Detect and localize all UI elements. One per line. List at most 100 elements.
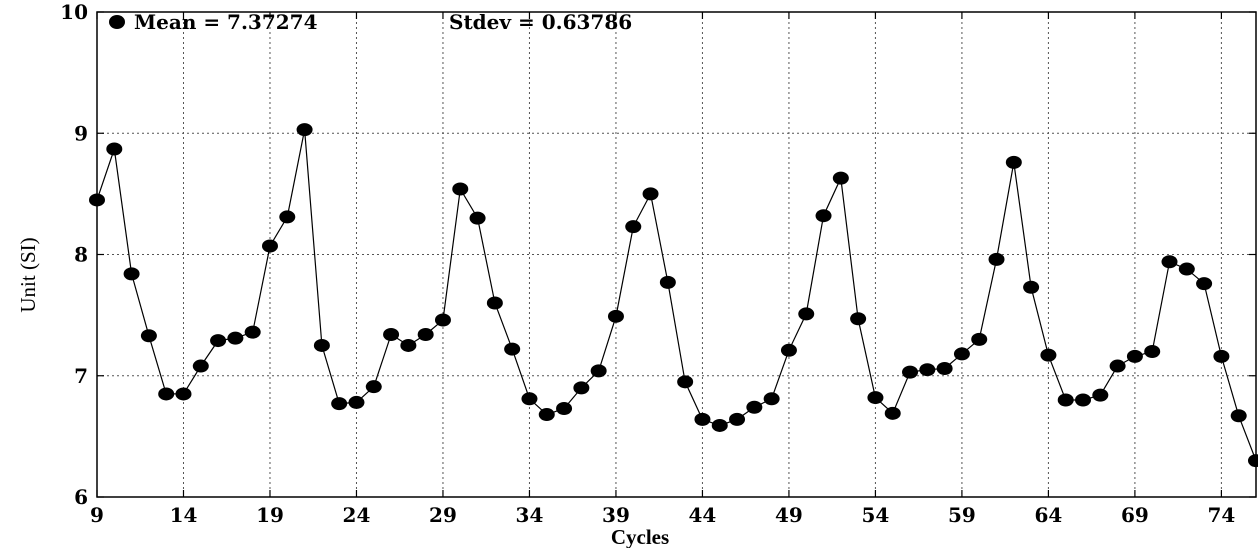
data-point (867, 391, 884, 405)
axis-ticks (96, 11, 1256, 498)
data-point (261, 239, 278, 253)
data-point (1057, 393, 1074, 407)
x-tick-label: 44 (689, 503, 717, 527)
data-point (434, 313, 451, 327)
data-point (746, 400, 763, 414)
data-point (452, 182, 469, 196)
data-point (1248, 454, 1258, 468)
data-point (504, 342, 521, 356)
data-point (383, 328, 400, 342)
data-point (711, 418, 728, 432)
data-point (832, 171, 849, 185)
data-point (469, 211, 486, 225)
data-point (798, 307, 815, 321)
data-point (1126, 349, 1143, 363)
data-point (1040, 348, 1057, 362)
x-tick-label: 24 (343, 503, 371, 527)
x-tick-label: 29 (429, 503, 457, 527)
data-point (106, 142, 123, 156)
data-point (850, 312, 867, 326)
x-axis-label: Cycles (611, 525, 669, 548)
x-tick-label: 39 (602, 503, 630, 527)
data-point (1144, 345, 1161, 358)
data-point (573, 381, 590, 395)
data-point (1213, 349, 1230, 363)
data-point (919, 363, 936, 377)
x-tick-label: 34 (516, 503, 544, 527)
y-axis-label: Unit (SI) (16, 237, 40, 312)
x-tick-label: 74 (1207, 503, 1235, 527)
data-point (1109, 359, 1126, 373)
data-point (244, 325, 261, 339)
y-tick-label: 9 (74, 121, 88, 145)
data-point (971, 332, 988, 346)
data-point (607, 309, 624, 323)
data-point (175, 387, 192, 401)
data-point (988, 252, 1005, 266)
grid-lines (97, 12, 1256, 497)
mean-annotation: Mean = 7.37274 (134, 10, 318, 34)
data-point (538, 408, 555, 422)
y-tick-label: 8 (74, 243, 88, 267)
series-line (96, 129, 1257, 461)
x-tick-label: 9 (90, 503, 104, 527)
y-tick-label: 10 (60, 0, 88, 24)
data-point (953, 347, 970, 361)
x-tick-label: 54 (862, 503, 890, 527)
data-point (659, 275, 676, 289)
x-tick-label: 64 (1034, 503, 1062, 527)
x-tick-label: 19 (256, 503, 284, 527)
data-point (1178, 262, 1195, 276)
data-point (590, 364, 607, 378)
y-axis-tick-labels: 6 7 8 9 10 (60, 0, 88, 509)
data-point (556, 401, 573, 415)
data-point (192, 359, 209, 373)
data-point (1161, 255, 1178, 269)
data-point (279, 210, 296, 224)
x-tick-label: 69 (1121, 503, 1149, 527)
data-point (694, 412, 711, 426)
data-point (140, 329, 157, 343)
data-point (1196, 277, 1213, 291)
data-point (210, 334, 227, 348)
data-point (331, 397, 348, 411)
data-point (677, 375, 694, 389)
data-point (313, 338, 330, 352)
data-point (729, 412, 746, 426)
x-tick-label: 59 (948, 503, 976, 527)
data-point (158, 387, 175, 401)
x-axis-tick-labels: 9 14 19 24 29 34 39 44 49 54 59 64 69 74 (90, 503, 1235, 527)
data-point (227, 331, 244, 345)
data-point (884, 406, 901, 420)
data-point (365, 380, 382, 394)
data-point (296, 123, 313, 137)
data-point (1023, 280, 1040, 294)
y-tick-label: 6 (74, 485, 88, 509)
data-point (1005, 155, 1022, 169)
data-point (1092, 388, 1109, 402)
data-point (521, 392, 538, 406)
data-point (486, 296, 503, 310)
data-point (780, 343, 797, 357)
data-point (625, 220, 642, 234)
series-markers (89, 123, 1258, 468)
legend: Mean = 7.37274 Stdev = 0.63786 (109, 10, 632, 34)
x-tick-label: 14 (170, 503, 198, 527)
data-point (89, 193, 105, 207)
data-point (348, 395, 365, 409)
stdev-annotation: Stdev = 0.63786 (449, 10, 632, 34)
data-point (763, 392, 780, 406)
legend-marker (109, 15, 125, 29)
data-point (1075, 393, 1092, 407)
x-tick-label: 49 (775, 503, 803, 527)
data-point (123, 267, 140, 281)
data-point (902, 365, 919, 379)
data-point (400, 338, 417, 352)
data-point (815, 209, 832, 223)
data-point (936, 361, 953, 375)
data-point (1230, 409, 1247, 423)
y-tick-label: 7 (74, 364, 88, 388)
data-point (417, 328, 434, 342)
data-point (642, 187, 659, 201)
